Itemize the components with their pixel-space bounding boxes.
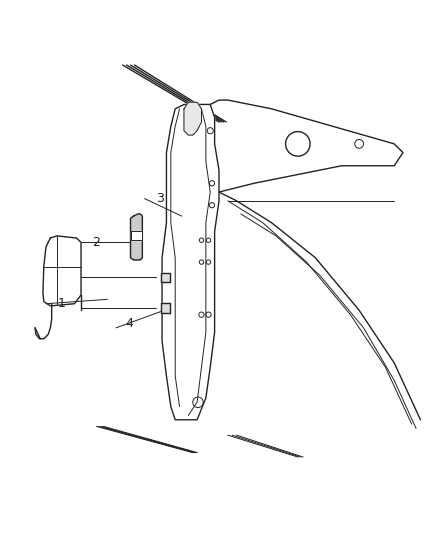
Polygon shape [206, 100, 403, 192]
Polygon shape [43, 236, 81, 306]
Polygon shape [161, 303, 170, 313]
Polygon shape [161, 273, 170, 282]
Text: 1: 1 [57, 297, 65, 310]
Text: 3: 3 [156, 192, 164, 205]
Polygon shape [131, 214, 142, 260]
Polygon shape [184, 102, 201, 135]
Polygon shape [131, 231, 142, 240]
Text: 2: 2 [92, 236, 100, 249]
Text: 4: 4 [125, 317, 133, 330]
Polygon shape [162, 104, 219, 420]
